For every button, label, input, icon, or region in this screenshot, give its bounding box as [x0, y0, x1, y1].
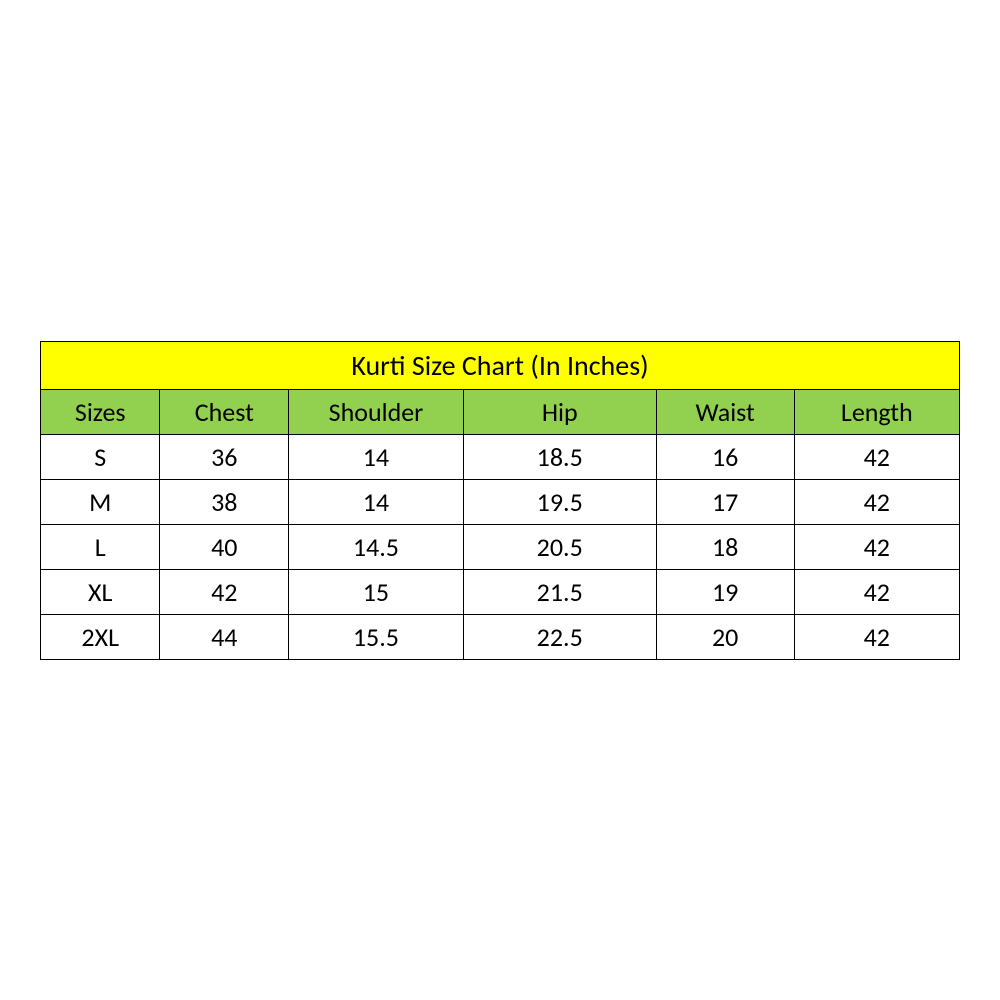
cell-size: 2XL — [41, 614, 160, 659]
col-header-shoulder: Shoulder — [289, 389, 464, 434]
col-header-chest: Chest — [160, 389, 289, 434]
cell-size: S — [41, 434, 160, 479]
cell-shoulder: 15.5 — [289, 614, 464, 659]
col-header-hip: Hip — [463, 389, 656, 434]
table-row: XL 42 15 21.5 19 42 — [41, 569, 960, 614]
cell-shoulder: 15 — [289, 569, 464, 614]
cell-shoulder: 14 — [289, 434, 464, 479]
size-chart-table: Kurti Size Chart (In Inches) Sizes Chest… — [40, 341, 960, 660]
cell-chest: 36 — [160, 434, 289, 479]
cell-hip: 18.5 — [463, 434, 656, 479]
cell-length: 42 — [794, 569, 959, 614]
cell-waist: 16 — [656, 434, 794, 479]
cell-waist: 20 — [656, 614, 794, 659]
cell-length: 42 — [794, 479, 959, 524]
cell-hip: 20.5 — [463, 524, 656, 569]
title-row: Kurti Size Chart (In Inches) — [41, 341, 960, 389]
col-header-waist: Waist — [656, 389, 794, 434]
cell-shoulder: 14 — [289, 479, 464, 524]
cell-size: L — [41, 524, 160, 569]
cell-waist: 18 — [656, 524, 794, 569]
table-row: 2XL 44 15.5 22.5 20 42 — [41, 614, 960, 659]
cell-waist: 17 — [656, 479, 794, 524]
cell-hip: 22.5 — [463, 614, 656, 659]
col-header-length: Length — [794, 389, 959, 434]
cell-chest: 42 — [160, 569, 289, 614]
table-row: M 38 14 19.5 17 42 — [41, 479, 960, 524]
cell-chest: 40 — [160, 524, 289, 569]
table-row: S 36 14 18.5 16 42 — [41, 434, 960, 479]
cell-hip: 19.5 — [463, 479, 656, 524]
cell-hip: 21.5 — [463, 569, 656, 614]
cell-size: M — [41, 479, 160, 524]
cell-size: XL — [41, 569, 160, 614]
cell-length: 42 — [794, 434, 959, 479]
cell-shoulder: 14.5 — [289, 524, 464, 569]
table-row: L 40 14.5 20.5 18 42 — [41, 524, 960, 569]
table-title: Kurti Size Chart (In Inches) — [41, 341, 960, 389]
cell-length: 42 — [794, 524, 959, 569]
cell-waist: 19 — [656, 569, 794, 614]
header-row: Sizes Chest Shoulder Hip Waist Length — [41, 389, 960, 434]
cell-chest: 38 — [160, 479, 289, 524]
size-chart-container: Kurti Size Chart (In Inches) Sizes Chest… — [40, 341, 960, 660]
cell-chest: 44 — [160, 614, 289, 659]
col-header-sizes: Sizes — [41, 389, 160, 434]
cell-length: 42 — [794, 614, 959, 659]
